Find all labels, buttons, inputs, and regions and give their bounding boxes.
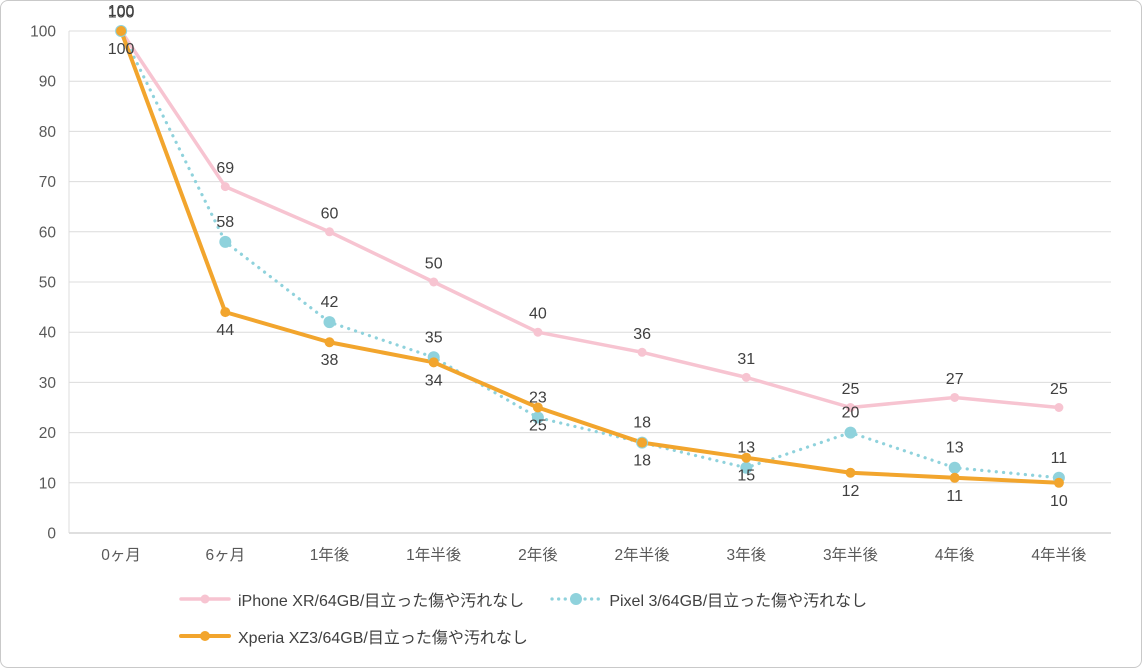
data-point: [740, 461, 753, 474]
line-chart-canvas: 0 10 20 30 40 50 60 70 80 90 100 0ヶ月 6ヶ月 1年後 1年半後 2年後 2年…: [30, 3, 1111, 564]
x-axis-label: 3年後: [726, 546, 766, 564]
data-point: [220, 307, 231, 318]
legend-label: Xperia XZ3/64GB/目立った傷や汚れなし: [238, 630, 528, 647]
data-label: 25: [842, 381, 860, 398]
x-axis-label: 0ヶ月: [101, 547, 141, 564]
legend-marker: [179, 594, 231, 604]
data-label: 27: [946, 371, 964, 388]
x-axis-label: 4年半後: [1031, 546, 1087, 564]
y-axis-label: 20: [39, 425, 57, 442]
data-label: 20: [842, 405, 860, 422]
legend-label: Pixel 3/64GB/目立った傷や汚れなし: [609, 593, 868, 610]
data-label: 25: [529, 418, 547, 435]
data-label: 40: [529, 306, 547, 323]
data-label: 50: [425, 256, 443, 273]
y-axis-label: 60: [39, 224, 57, 241]
data-point: [1053, 477, 1064, 488]
data-label: 44: [216, 322, 234, 339]
data-point: [950, 392, 960, 402]
y-axis-label: 10: [39, 475, 57, 492]
data-label: 18: [633, 415, 651, 432]
data-point: [116, 26, 127, 36]
data-point: [741, 372, 751, 382]
data-label: 60: [321, 205, 339, 222]
data-label: 11: [946, 488, 963, 505]
data-label: 34: [425, 372, 443, 389]
x-axis-label: 4年後: [935, 546, 975, 564]
y-axis-label: 100: [30, 24, 56, 41]
y-axis-label: 50: [39, 275, 57, 292]
x-axis-label: 1年半後: [406, 546, 462, 564]
y-axis-label: 80: [39, 124, 57, 141]
data-label: 36: [633, 326, 651, 343]
data-label: 38: [321, 352, 339, 369]
data-label: 31: [737, 351, 755, 368]
data-point: [637, 437, 648, 448]
data-point: [532, 402, 543, 413]
data-label: 100: [108, 41, 135, 58]
y-axis-label: 90: [39, 74, 57, 91]
legend-item: Pixel 3/64GB/目立った傷や汚れなし: [550, 587, 867, 611]
data-label: 10: [1050, 493, 1068, 510]
data-label: 13: [737, 440, 755, 457]
data-point: [429, 277, 439, 287]
y-axis-label: 0: [47, 526, 56, 543]
series-line: [119, 29, 1061, 485]
data-label: 100: [108, 5, 135, 22]
data-point: [324, 337, 335, 348]
y-axis-label: 40: [39, 325, 57, 342]
x-axis-label: 2年後: [518, 546, 558, 564]
data-label: 100: [108, 3, 135, 20]
data-label: 23: [529, 390, 547, 407]
data-label: 58: [216, 214, 234, 231]
data-point: [637, 347, 647, 357]
y-axis-label: 70: [39, 174, 57, 191]
x-axis-label: 1年後: [310, 546, 350, 564]
data-point: [845, 467, 856, 478]
legend-label: iPhone XR/64GB/目立った傷や汚れなし: [238, 593, 525, 610]
data-point: [220, 182, 230, 192]
data-point: [1054, 403, 1064, 412]
data-point: [948, 461, 961, 474]
legend-marker: [550, 593, 602, 605]
x-axis-label: 2年半後: [615, 546, 671, 564]
data-point: [846, 403, 855, 412]
legend-item: iPhone XR/64GB/目立った傷や汚れなし: [179, 587, 524, 611]
y-axis-label: 30: [39, 375, 57, 392]
data-point: [741, 452, 752, 463]
legend-marker: [179, 631, 231, 641]
data-point: [323, 316, 336, 329]
chart-legend: iPhone XR/64GB/目立った傷や汚れなし Pixel 3/64GB/目立…: [179, 587, 1009, 648]
data-label: 35: [425, 329, 443, 346]
legend-item: Xperia XZ3/64GB/目立った傷や汚れなし: [179, 624, 528, 648]
series-line: [119, 29, 1061, 480]
data-label: 15: [737, 468, 755, 485]
data-label: 13: [946, 440, 964, 457]
data-point: [949, 472, 960, 483]
data-point: [325, 227, 334, 237]
data-label: 11: [1051, 450, 1068, 467]
series-line: [119, 29, 1061, 410]
data-point: [219, 235, 232, 248]
data-label: 18: [633, 453, 651, 470]
data-point: [533, 327, 543, 337]
x-axis-label: 6ヶ月: [205, 547, 245, 564]
x-axis-label: 3年半後: [823, 546, 879, 564]
data-label: 12: [842, 483, 860, 500]
data-point: [844, 426, 857, 439]
data-point: [531, 411, 544, 424]
data-label: 42: [321, 294, 339, 311]
data-label: 69: [216, 160, 234, 177]
data-point: [428, 357, 439, 368]
data-label: 25: [1050, 381, 1068, 398]
